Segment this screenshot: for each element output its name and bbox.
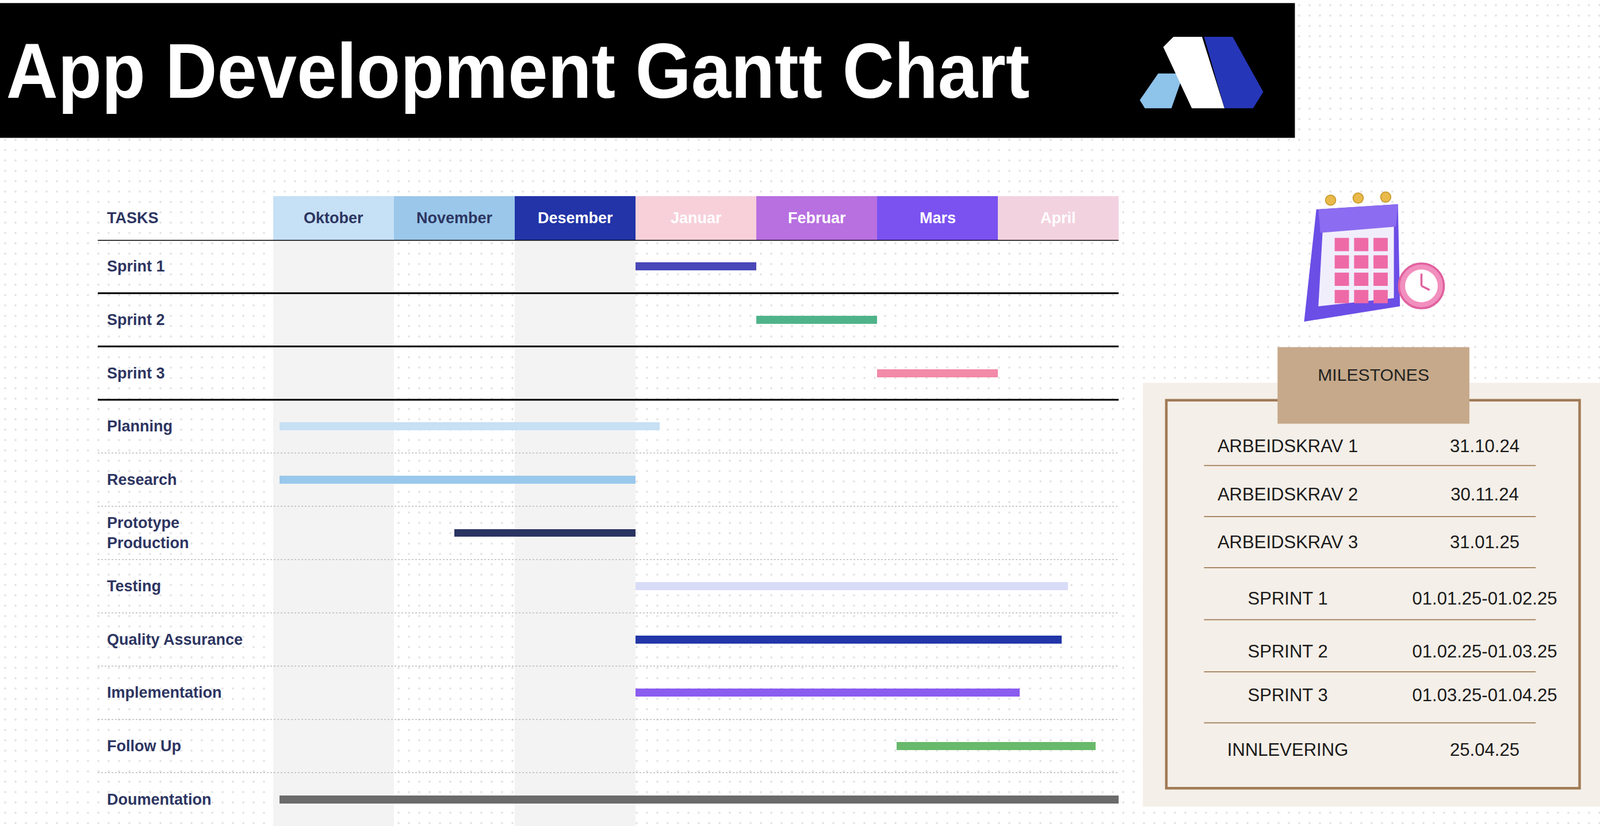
svg-text:INNLEVERING: INNLEVERING — [1227, 739, 1349, 760]
svg-text:ARBEIDSKRAV 2: ARBEIDSKRAV 2 — [1217, 484, 1358, 505]
svg-text:Testing: Testing — [106, 577, 162, 595]
svg-text:Quality Assurance: Quality Assurance — [106, 630, 243, 649]
svg-text:01.01.25-01.02.25: 01.01.25-01.02.25 — [1412, 588, 1558, 609]
svg-text:Follow Up: Follow Up — [106, 737, 182, 755]
svg-text:01.02.25-01.03.25: 01.02.25-01.03.25 — [1412, 641, 1558, 662]
svg-text:Research: Research — [106, 471, 178, 489]
svg-text:Desember: Desember — [537, 209, 614, 227]
svg-text:31.10.24: 31.10.24 — [1449, 435, 1520, 457]
svg-text:Oktober: Oktober — [303, 209, 364, 227]
svg-text:Sprint 1: Sprint 1 — [106, 257, 166, 275]
svg-text:ARBEIDSKRAV 1: ARBEIDSKRAV 1 — [1217, 435, 1358, 457]
svg-text:30.11.24: 30.11.24 — [1450, 484, 1519, 505]
svg-text:25.04.25: 25.04.25 — [1449, 739, 1520, 760]
svg-text:PrototypeProduction: PrototypeProduction — [106, 514, 190, 552]
svg-text:Planning: Planning — [106, 417, 173, 435]
svg-text:Sprint 2: Sprint 2 — [106, 311, 166, 329]
svg-text:01.03.25-01.04.25: 01.03.25-01.04.25 — [1412, 684, 1558, 706]
svg-text:November: November — [416, 209, 493, 227]
svg-text:SPRINT 1: SPRINT 1 — [1248, 588, 1328, 609]
svg-text:MILESTONES: MILESTONES — [1317, 365, 1430, 385]
svg-text:SPRINT 3: SPRINT 3 — [1248, 684, 1328, 706]
svg-text:31.01.25: 31.01.25 — [1449, 531, 1520, 553]
svg-text:Sprint 3: Sprint 3 — [106, 364, 166, 382]
svg-text:Februar: Februar — [787, 209, 847, 227]
svg-text:App Development Gantt Chart: App Development Gantt Chart — [6, 27, 1031, 115]
svg-text:April: April — [1040, 209, 1077, 227]
svg-text:Implementation: Implementation — [106, 683, 222, 702]
svg-text:Mars: Mars — [919, 209, 956, 227]
svg-text:ARBEIDSKRAV 3: ARBEIDSKRAV 3 — [1217, 531, 1358, 553]
svg-text:SPRINT 2: SPRINT 2 — [1248, 641, 1328, 662]
svg-text:Januar: Januar — [670, 209, 722, 227]
svg-text:Doumentation: Doumentation — [106, 790, 212, 809]
svg-text:TASKS: TASKS — [106, 209, 159, 227]
